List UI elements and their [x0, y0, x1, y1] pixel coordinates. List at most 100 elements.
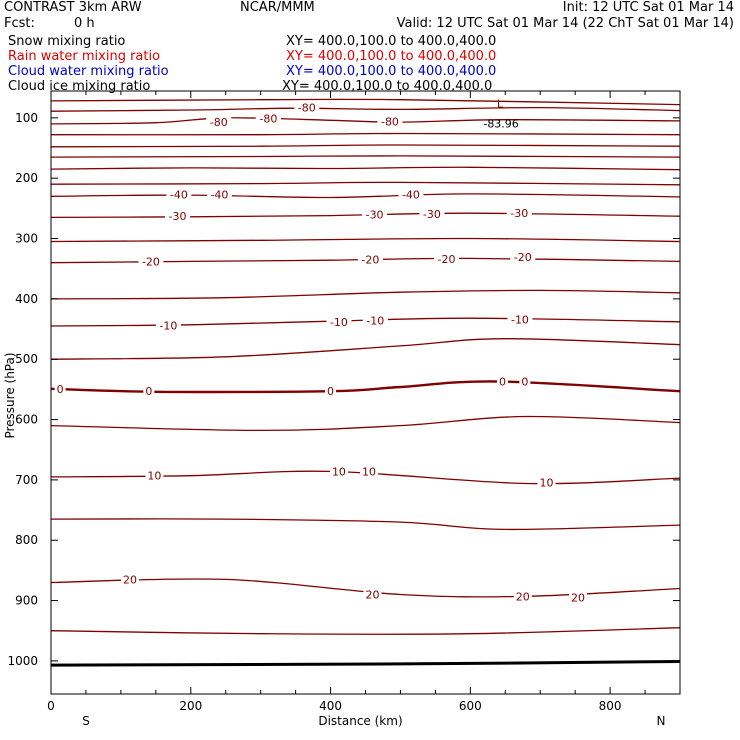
contour-label-bg	[434, 253, 460, 266]
field-name-cloud-ice: Cloud ice mixing ratio	[8, 79, 151, 94]
contour-line	[50, 212, 681, 219]
contour-label-bg	[54, 382, 66, 395]
contour-label: -10	[159, 319, 177, 332]
contour-line	[50, 627, 681, 635]
minimum-marker: L -83.96	[483, 97, 518, 130]
contour-label-bg	[359, 465, 378, 478]
contour-label: -30	[366, 208, 384, 221]
contour-label-bg	[362, 314, 388, 327]
contour-label: 20	[365, 589, 379, 602]
contour-label: 20	[516, 590, 530, 603]
contour-label: 0	[57, 383, 64, 396]
contour-label-bg	[537, 476, 556, 489]
contour-label-bg	[506, 207, 532, 220]
contour-label: -80	[210, 116, 228, 129]
contour-label-bg	[329, 465, 348, 478]
contour-line	[50, 117, 681, 125]
contour-label-bg	[206, 116, 232, 129]
contour-label: 10	[362, 465, 376, 478]
field-name-snow: Snow mixing ratio	[8, 34, 126, 49]
x-axis-right-end: N	[657, 714, 666, 728]
contour-label: -80	[298, 102, 316, 115]
y-tick-label: 200	[15, 171, 38, 185]
contour-label: 10	[540, 476, 554, 489]
contour-label-bg	[419, 207, 445, 220]
field-xy-snow: XY= 400.0,100.0 to 400.0,400.0	[286, 34, 497, 49]
contour-line	[50, 166, 681, 171]
contour-line	[50, 98, 681, 106]
x-tick-label: 800	[599, 699, 622, 713]
header-valid: Valid: 12 UTC Sat 01 Mar 14 (22 ChT Sat …	[396, 16, 734, 31]
contour-label-bg	[510, 251, 536, 264]
contour-label-bg	[325, 385, 337, 398]
field-xy-rain: XY= 400.0,100.0 to 400.0,400.0	[286, 49, 497, 64]
min-marker-value: -83.96	[483, 117, 518, 130]
contour-label-bg	[507, 313, 533, 326]
contour-line	[50, 338, 681, 360]
contour-label-bg	[166, 188, 192, 201]
contour-line	[50, 181, 681, 186]
terrain-line	[50, 660, 681, 667]
contour-label: -30	[169, 210, 187, 223]
x-tick-label: 0	[47, 699, 55, 713]
x-axis-left-end: S	[82, 714, 90, 728]
contour-label: 20	[123, 573, 137, 586]
contour-line	[50, 415, 681, 432]
header-fcst-label: Fcst:	[4, 16, 35, 31]
contour-label-bg	[206, 188, 232, 201]
y-tick-label: 500	[15, 352, 38, 366]
y-tick-label: 600	[15, 413, 38, 427]
contour-line	[50, 106, 681, 112]
x-axis-label: Distance (km)	[318, 714, 402, 728]
contour-label: -20	[514, 251, 532, 264]
y-tick-label: 700	[15, 473, 38, 487]
contour-label-bg	[294, 101, 320, 114]
contour-label: 10	[147, 470, 161, 483]
contour-line	[50, 193, 681, 199]
contour-label: -20	[142, 255, 160, 268]
min-marker-symbol: L	[497, 97, 504, 110]
header-model: CONTRAST 3km ARW	[4, 0, 142, 15]
contour-line	[50, 289, 681, 300]
x-axis: 0 200 400 600 800	[47, 91, 681, 713]
contour-line	[50, 132, 681, 136]
header-center: NCAR/MMM	[240, 0, 315, 15]
contour-line	[50, 144, 681, 148]
contour-label: -10	[366, 315, 384, 328]
contour-label: 10	[332, 465, 346, 478]
contour-label-bg	[255, 112, 281, 125]
y-axis-label: Pressure (hPa)	[3, 352, 17, 438]
y-tick-label: 100	[15, 111, 38, 125]
header-init: Init: 12 UTC Sat 01 Mar 14	[562, 0, 734, 15]
contour-label-bg	[143, 385, 155, 398]
contour-label: -10	[511, 313, 529, 326]
contour-label: -30	[510, 207, 528, 220]
contour-line	[50, 155, 681, 158]
contour-label-bg	[519, 375, 531, 388]
contour-label-bg	[398, 188, 424, 201]
y-tick-label: 800	[15, 533, 38, 547]
contour-label-bg	[496, 375, 508, 388]
contour-label: -30	[423, 208, 441, 221]
contour-label-bg	[138, 255, 164, 268]
y-tick-label: 400	[15, 292, 38, 306]
contour-label-bg	[326, 315, 352, 328]
contour-label: -40	[402, 188, 420, 201]
contour-label: -80	[381, 115, 399, 128]
contour-label: 0	[327, 385, 334, 398]
contour-label: 20	[571, 592, 585, 605]
y-tick-label: 1000	[7, 654, 38, 668]
contour-label: -20	[438, 253, 456, 266]
contour-label-bg	[357, 253, 383, 266]
contour-line	[50, 518, 681, 531]
contour-label: -10	[330, 316, 348, 329]
contour-labels: -80-80 -80 -80-40 -40 -40-30 -30 -30 -30-20 -20-…	[54, 101, 587, 605]
field-name-cloud-water: Cloud water mixing ratio	[8, 64, 169, 79]
contour-label: -20	[361, 254, 379, 267]
contour-label: 0	[521, 376, 528, 389]
contour-label: 0	[145, 385, 152, 398]
terrain-surface	[50, 660, 681, 667]
contour-label: 0	[499, 376, 506, 389]
